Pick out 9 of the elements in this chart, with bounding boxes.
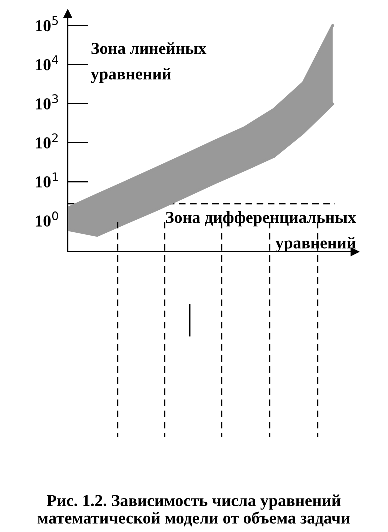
annotation: Зона дифференциальных уравнений [166, 212, 356, 252]
y-tick-label: 10$^{5}$ [36, 16, 58, 32]
y-tick-label: 10$^{0}$ [36, 212, 58, 227]
y-tick-label: 10$^{1}$ [36, 172, 58, 188]
y-tick-label: 10$^{3}$ [36, 94, 58, 110]
annotation: Зона линейных уравнений [91, 42, 207, 84]
text: Рис. 1.2. Зависимость числа уравнений математической модели от объема задачи [38, 494, 350, 527]
y-tick-label: 10$^{4}$ [36, 56, 58, 71]
y-tick-label: 10$^{2}$ [36, 134, 58, 149]
